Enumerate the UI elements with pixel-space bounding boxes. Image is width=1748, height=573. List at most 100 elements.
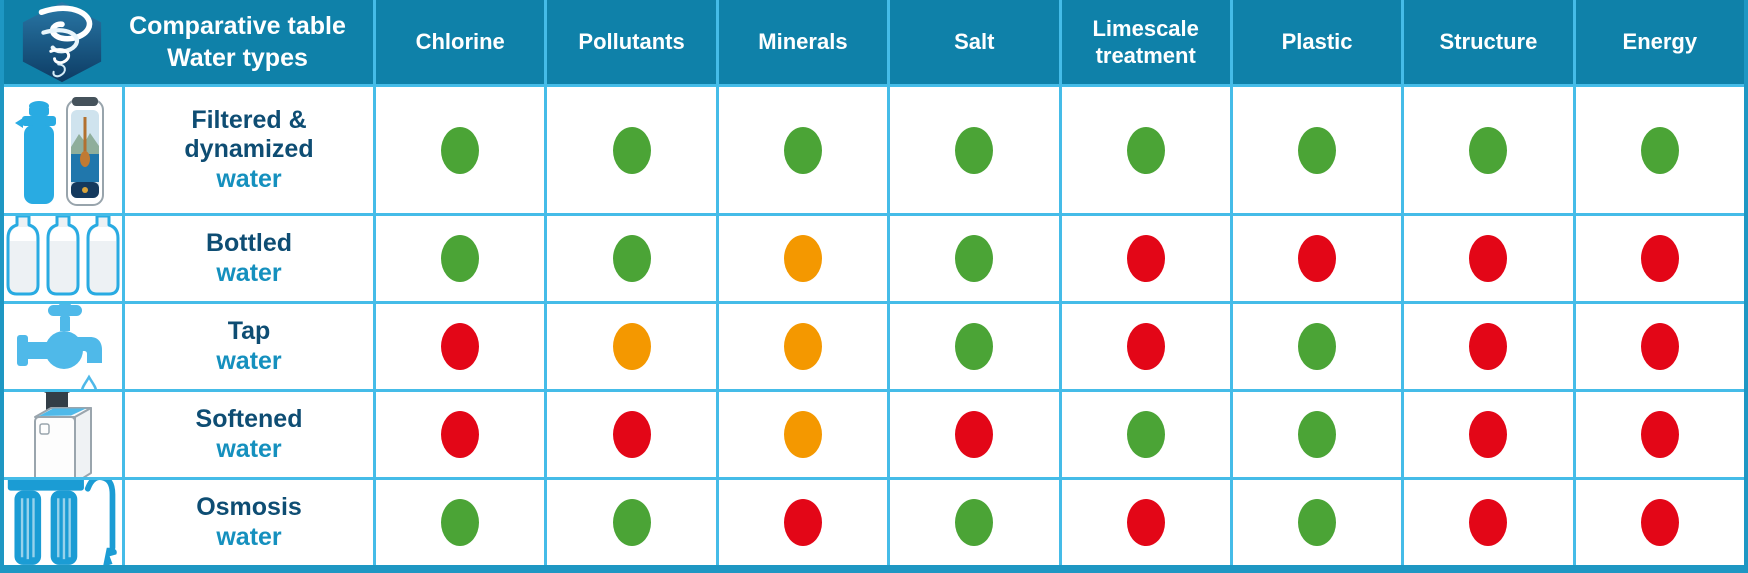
rating-green-dot	[1640, 126, 1679, 174]
rating-cell-green	[890, 216, 1059, 301]
rating-green-dot	[441, 499, 480, 546]
rating-cell-red	[376, 304, 545, 389]
row-name-line: Softened	[195, 405, 303, 433]
rating-orange-dot	[783, 411, 822, 458]
water-softener-icon	[34, 392, 92, 477]
row-accent-word: water	[216, 434, 282, 463]
rating-green-dot	[1126, 126, 1165, 174]
row-name-line: Bottled	[205, 229, 293, 257]
rating-cell-orange	[547, 304, 716, 389]
rating-cell-red	[1061, 216, 1230, 301]
osmosis-water-icon-cell	[4, 480, 122, 565]
rating-cell-red	[1404, 392, 1573, 477]
filter-cartridge-icon	[15, 97, 104, 206]
rating-green-dot	[783, 126, 822, 174]
row-accent-word: water	[216, 258, 282, 287]
rating-green-dot	[955, 323, 994, 370]
row-name-line: Osmosis	[196, 493, 302, 521]
filtered-dynamized-water-icon-cell	[4, 87, 122, 213]
row-label-filtered-dynamized-water: Filtered & dynamized water	[125, 87, 373, 213]
row-label-osmosis-water: Osmosis water	[125, 480, 373, 565]
rating-cell-orange	[718, 304, 888, 389]
rating-cell-red	[547, 392, 716, 477]
rating-green-dot	[1469, 126, 1508, 174]
rating-cell-green	[376, 87, 545, 213]
rating-cell-orange	[718, 392, 888, 477]
table-title-cell: Comparative table Water types	[4, 0, 373, 84]
row-name-line: Tap	[227, 317, 271, 345]
rating-green-dot	[1298, 323, 1337, 370]
rating-cell-green	[890, 304, 1059, 389]
rating-orange-dot	[783, 235, 822, 282]
column-header-plastic: Plastic	[1232, 0, 1402, 84]
rating-cell-red	[1575, 304, 1744, 389]
rating-cell-red	[1061, 480, 1230, 565]
rating-red-dot	[1640, 235, 1679, 282]
rating-cell-green	[890, 480, 1059, 565]
tap-water-icon-cell	[4, 304, 122, 389]
water-bottles-icon	[6, 216, 120, 295]
rating-red-dot	[1298, 235, 1337, 282]
rating-red-dot	[1640, 323, 1679, 370]
rating-red-dot	[1469, 499, 1508, 546]
rating-green-dot	[612, 499, 651, 546]
rating-green-dot	[441, 235, 480, 282]
rating-red-dot	[1469, 323, 1508, 370]
rating-cell-red	[890, 392, 1059, 477]
rating-cell-green	[1232, 87, 1402, 213]
vortex-logo-icon	[22, 1, 102, 83]
rating-red-dot	[441, 411, 480, 458]
row-label-softened-water: Softened water	[125, 392, 373, 477]
rating-cell-green	[547, 216, 716, 301]
rating-red-dot	[441, 323, 480, 370]
rating-red-dot	[783, 499, 822, 546]
rating-orange-dot	[783, 323, 822, 370]
rating-cell-red	[1575, 392, 1744, 477]
bottled-water-icon-cell	[4, 216, 122, 301]
rating-cell-green	[1232, 480, 1402, 565]
rating-cell-red	[1575, 216, 1744, 301]
rating-green-dot	[441, 126, 480, 174]
rating-green-dot	[1298, 126, 1337, 174]
rating-green-dot	[612, 235, 651, 282]
column-header-chlorine: Chlorine	[376, 0, 545, 84]
rating-green-dot	[955, 235, 994, 282]
rating-red-dot	[1126, 499, 1165, 546]
rating-cell-green	[1232, 392, 1402, 477]
rating-orange-dot	[612, 323, 651, 370]
rating-cell-green	[1404, 87, 1573, 213]
row-accent-word: water	[216, 522, 282, 551]
row-accent-word: water	[216, 164, 282, 193]
rating-green-dot	[612, 126, 651, 174]
softened-water-icon-cell	[4, 392, 122, 477]
rating-cell-green	[376, 216, 545, 301]
rating-red-dot	[612, 411, 651, 458]
rating-cell-red	[1061, 304, 1230, 389]
rating-cell-green	[718, 87, 888, 213]
rating-green-dot	[1298, 499, 1337, 546]
rating-green-dot	[955, 126, 994, 174]
rating-cell-red	[376, 392, 545, 477]
rating-red-dot	[1469, 411, 1508, 458]
table-title: Comparative table Water types	[110, 10, 373, 75]
rating-red-dot	[1640, 499, 1679, 546]
rating-cell-green	[1061, 392, 1230, 477]
tap-faucet-icon	[17, 304, 102, 389]
osmosis-filter-icon	[7, 480, 117, 565]
rating-cell-green	[376, 480, 545, 565]
rating-cell-green	[1232, 304, 1402, 389]
rating-cell-red	[1404, 216, 1573, 301]
column-header-energy: Energy	[1575, 0, 1744, 84]
rating-red-dot	[1126, 235, 1165, 282]
table-title-line2: Water types	[167, 44, 308, 72]
rating-red-dot	[955, 411, 994, 458]
rating-cell-red	[718, 480, 888, 565]
rating-cell-green	[547, 480, 716, 565]
rating-green-dot	[955, 499, 994, 546]
rating-cell-red	[1232, 216, 1402, 301]
row-accent-word: water	[216, 346, 282, 375]
rating-cell-green	[1575, 87, 1744, 213]
rating-cell-green	[547, 87, 716, 213]
rating-cell-red	[1404, 480, 1573, 565]
